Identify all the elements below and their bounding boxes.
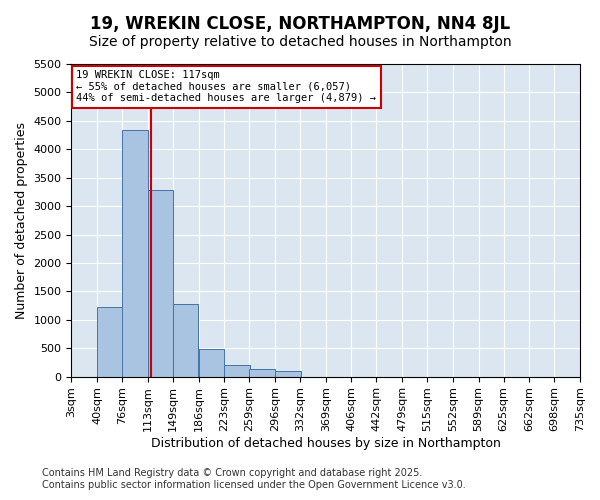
X-axis label: Distribution of detached houses by size in Northampton: Distribution of detached houses by size … [151,437,500,450]
Bar [122,130,148,376]
Bar [173,304,199,376]
Bar [224,365,250,376]
Text: Contains HM Land Registry data © Crown copyright and database right 2025.
Contai: Contains HM Land Registry data © Crown c… [42,468,466,490]
Bar [250,369,275,376]
Text: 19 WREKIN CLOSE: 117sqm
← 55% of detached houses are smaller (6,057)
44% of semi: 19 WREKIN CLOSE: 117sqm ← 55% of detache… [76,70,376,104]
Bar [97,306,122,376]
Bar [275,371,301,376]
Bar [199,348,224,376]
Text: 19, WREKIN CLOSE, NORTHAMPTON, NN4 8JL: 19, WREKIN CLOSE, NORTHAMPTON, NN4 8JL [90,15,510,33]
Text: Size of property relative to detached houses in Northampton: Size of property relative to detached ho… [89,35,511,49]
Y-axis label: Number of detached properties: Number of detached properties [15,122,28,319]
Bar [148,190,173,376]
